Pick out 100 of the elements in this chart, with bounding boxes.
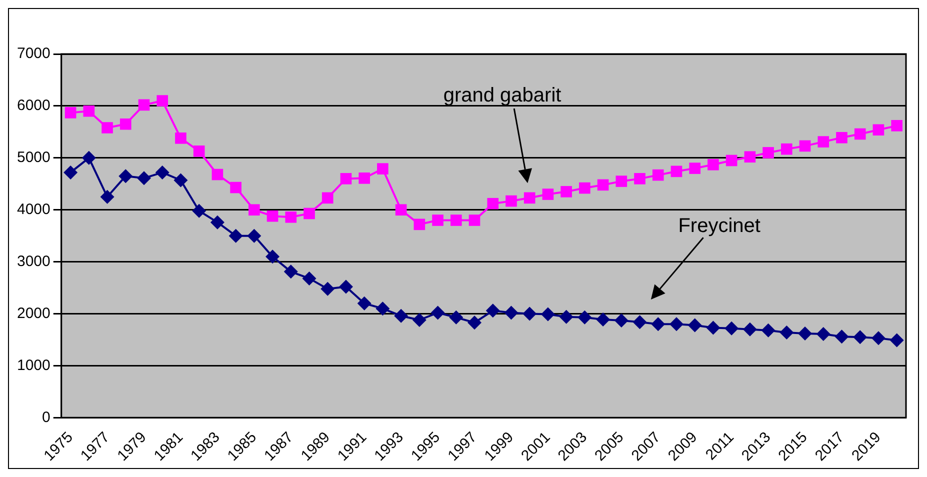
point (358, 172, 370, 184)
point (871, 331, 886, 346)
point (744, 151, 756, 163)
y-tick-label: 6000 (16, 97, 50, 114)
point (82, 150, 96, 165)
point (230, 182, 242, 194)
point (83, 105, 95, 117)
point (357, 296, 372, 310)
point (818, 136, 830, 148)
point (632, 315, 647, 330)
point (193, 145, 205, 157)
point (155, 165, 170, 180)
point (285, 211, 297, 223)
point (414, 218, 426, 230)
point (853, 330, 868, 344)
point (761, 323, 776, 338)
point (542, 188, 554, 200)
point (120, 118, 132, 130)
point (138, 99, 150, 111)
point (652, 169, 664, 181)
point (102, 122, 113, 134)
point (634, 173, 646, 184)
point (430, 306, 445, 320)
y-tick-label: 4000 (16, 201, 50, 218)
y-tick-label: 1000 (16, 356, 50, 374)
point (266, 250, 280, 264)
point (816, 327, 830, 342)
point (338, 280, 353, 294)
point (212, 168, 224, 180)
point (449, 310, 464, 324)
point (836, 132, 848, 144)
point (560, 186, 572, 198)
point (524, 192, 536, 204)
annotation: grand gabarit (443, 84, 562, 106)
point (118, 169, 133, 184)
point (616, 176, 628, 187)
point (340, 173, 352, 184)
point (579, 182, 590, 194)
y-tick-label: 3000 (16, 252, 50, 270)
point (762, 147, 774, 158)
point (432, 214, 444, 226)
point (688, 318, 702, 332)
point (597, 179, 609, 191)
point (487, 198, 499, 210)
point (689, 162, 700, 174)
point (450, 214, 462, 226)
point (486, 304, 500, 318)
point (302, 271, 316, 286)
point (304, 208, 315, 220)
point (284, 264, 298, 279)
point (834, 330, 849, 344)
y-tick-label: 0 (42, 408, 50, 426)
point (651, 317, 666, 332)
point (247, 228, 262, 243)
point (854, 128, 866, 140)
point (890, 333, 904, 348)
point (395, 204, 407, 216)
annotation: Freycinet (678, 215, 761, 238)
point (320, 282, 335, 296)
point (64, 165, 78, 180)
point (798, 326, 812, 341)
point (578, 310, 592, 324)
point (192, 204, 206, 218)
point (506, 195, 517, 207)
point (174, 173, 188, 188)
point (726, 154, 738, 166)
point (669, 317, 684, 332)
point (559, 310, 574, 324)
point (540, 307, 555, 322)
point (799, 140, 811, 152)
point (228, 228, 243, 243)
y-tick-label: 5000 (16, 149, 50, 166)
y-tick-label: 7000 (16, 45, 50, 62)
point (724, 321, 739, 336)
point (708, 159, 719, 170)
point (266, 210, 278, 222)
point (891, 120, 902, 132)
point (780, 143, 792, 155)
point (596, 312, 610, 326)
point (670, 166, 682, 178)
point (377, 163, 388, 174)
point (64, 107, 76, 118)
point (156, 95, 168, 106)
point (614, 314, 628, 328)
point (706, 320, 720, 335)
point (100, 190, 114, 204)
point (376, 302, 390, 316)
point (175, 132, 186, 144)
point (412, 313, 426, 328)
point (468, 316, 482, 330)
point (136, 171, 151, 186)
point (742, 322, 757, 336)
point (872, 124, 884, 136)
point (210, 215, 224, 230)
point (504, 306, 518, 320)
point (322, 192, 334, 204)
point (780, 325, 794, 340)
point (468, 214, 480, 226)
point (522, 306, 537, 321)
point (394, 308, 408, 323)
